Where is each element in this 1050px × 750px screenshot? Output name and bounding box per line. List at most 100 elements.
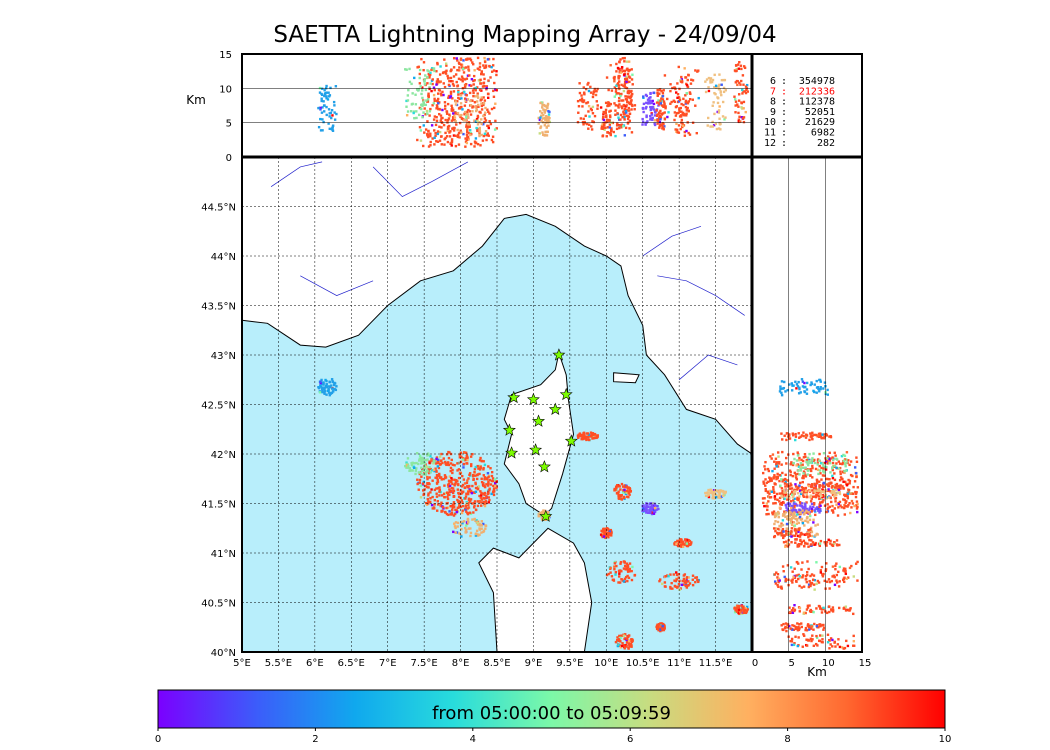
lightning-source-side (819, 607, 822, 610)
lightning-source-alt (491, 64, 495, 67)
lightning-source-side (812, 574, 816, 577)
lightning-source (622, 580, 626, 583)
lightning-source-side (808, 459, 811, 463)
lightning-source-alt (737, 99, 741, 102)
lightning-source-alt (460, 113, 463, 117)
lightning-source-side (815, 624, 819, 628)
lightning-source-alt (615, 84, 618, 87)
lightning-source-side (824, 391, 827, 394)
lightning-source (465, 522, 469, 525)
lightning-source (623, 577, 627, 581)
lightning-source (628, 487, 631, 490)
lightning-source-alt (469, 84, 473, 87)
lightning-source-side (815, 478, 819, 482)
lightning-source (623, 561, 626, 564)
lightning-source (427, 492, 430, 495)
lightning-source-alt (452, 134, 456, 137)
lightning-source (472, 478, 475, 481)
lightning-source-alt (660, 89, 663, 93)
lightning-source-alt (473, 87, 476, 90)
lightning-source-alt (476, 142, 480, 146)
lightning-source-alt (744, 110, 747, 114)
lightning-source-side (789, 639, 792, 643)
lightning-source-side (805, 571, 809, 574)
lightning-source-side (830, 491, 833, 494)
lightning-source (625, 489, 629, 493)
lightning-source (438, 474, 441, 477)
lightning-source-side (839, 472, 842, 476)
lightning-source-side (775, 492, 779, 496)
lightning-source-side (819, 386, 822, 389)
lightning-source-alt (741, 92, 744, 95)
lightning-source-alt (435, 83, 438, 86)
lightning-source (649, 507, 652, 510)
lightning-source (645, 511, 648, 514)
lightning-source-alt (737, 111, 740, 115)
lightning-source-side (842, 486, 845, 490)
lightning-source (326, 389, 330, 393)
lightning-source-alt (451, 82, 455, 86)
lightning-source-side (846, 644, 850, 648)
y-tick-label: 42°N (211, 450, 236, 461)
lightning-source (483, 463, 487, 467)
lightning-source (441, 461, 444, 465)
lightning-source-side (836, 643, 840, 646)
lightning-source (618, 634, 621, 638)
lightning-source-side (807, 510, 810, 514)
lightning-source (707, 494, 710, 497)
lightning-source (463, 482, 467, 485)
lightning-source (642, 507, 645, 510)
lightning-source (453, 464, 456, 467)
lightning-source-alt (483, 99, 487, 102)
lightning-source-alt (330, 109, 334, 112)
lightning-source-side (794, 380, 797, 384)
lightning-source-side (832, 511, 835, 514)
lightning-source-side (782, 386, 786, 390)
lightning-source-side (844, 462, 847, 466)
lightning-source-alt (695, 131, 698, 135)
lightning-source-side (849, 460, 853, 463)
lightning-source-side (773, 467, 776, 470)
lightning-source-alt (471, 61, 474, 64)
lightning-source (440, 501, 443, 504)
lightning-source (658, 626, 662, 630)
lightning-source-alt (677, 124, 681, 127)
lightning-source (465, 510, 468, 513)
lightning-source (596, 434, 599, 438)
y-tick-label: 43°N (211, 351, 236, 362)
lightning-source-alt (716, 96, 719, 99)
lightning-source-alt (576, 99, 580, 103)
lightning-source-side (831, 461, 835, 465)
lightning-source (628, 493, 631, 496)
lightning-source (424, 467, 427, 470)
lightning-source (613, 562, 617, 565)
lightning-source-alt (685, 83, 689, 87)
lightning-source (440, 494, 444, 497)
lightning-source-alt (477, 105, 480, 109)
lightning-source (621, 642, 624, 645)
lightning-source-side (793, 524, 797, 527)
lightning-source-side (855, 475, 858, 479)
lightning-source (677, 544, 680, 548)
lightning-source (670, 581, 673, 585)
lightning-source-alt (436, 105, 439, 109)
lightning-source (441, 509, 444, 513)
lightning-source-side (828, 461, 832, 465)
lightning-source-alt (650, 113, 654, 116)
lightning-source (331, 390, 335, 393)
y-tick-label: 44.5°N (201, 203, 236, 214)
lightning-source-alt (450, 108, 453, 111)
lightning-source (457, 476, 461, 480)
lightning-source-side (785, 462, 788, 465)
lightning-source (686, 540, 689, 544)
lightning-source-side (802, 585, 806, 588)
lightning-source-alt (426, 82, 429, 85)
lightning-source-side (804, 466, 807, 469)
lightning-source (427, 500, 430, 503)
lightning-source-alt (444, 131, 447, 135)
lightning-source (617, 497, 621, 500)
lightning-source-side (814, 541, 817, 545)
lightning-source-side (793, 567, 796, 570)
lightning-source-alt (602, 125, 605, 129)
lightning-source-alt (679, 80, 683, 83)
